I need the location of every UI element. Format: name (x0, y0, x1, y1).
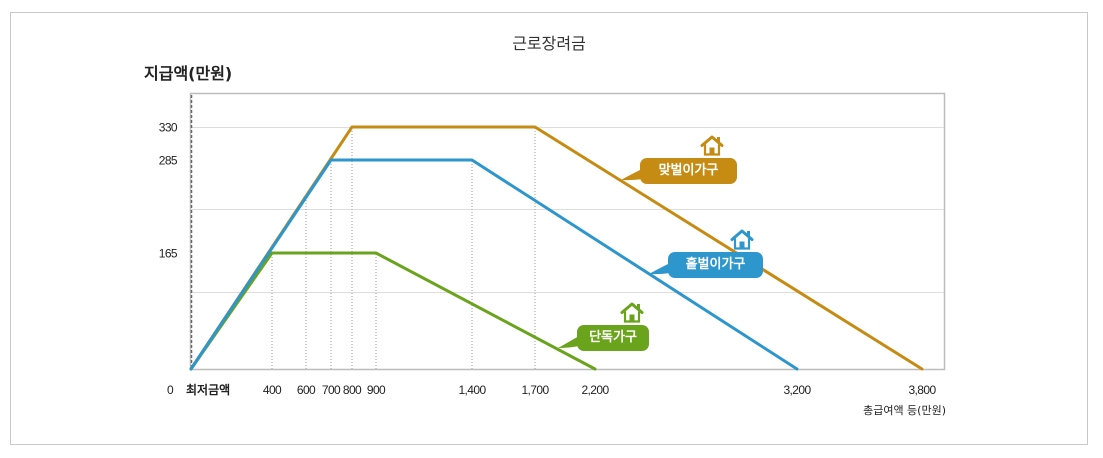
legend-label: 맞벌이가구 (640, 158, 737, 184)
house-icon (620, 302, 644, 323)
x-tick-label: 400 (263, 383, 282, 397)
x-tick-label: 900 (367, 383, 386, 397)
legend-label: 단독가구 (577, 325, 649, 351)
legend-callout-dual-earner-household: 맞벌이가구 (621, 135, 737, 184)
x-tick-label: 2,200 (581, 383, 609, 397)
legend-callout-single-earner-household: 홑벌이가구 (649, 229, 763, 278)
gridlines (191, 127, 944, 293)
legend-callout-single-household: 단독가구 (558, 302, 649, 351)
callout-pointer (621, 169, 642, 181)
chart-frame (10, 12, 1088, 445)
x-tick-label: 800 (343, 383, 362, 397)
chart-title: 근로장려금 (512, 34, 586, 53)
callout-pointer (558, 336, 579, 348)
y-tick-label: 330 (159, 121, 178, 135)
house-icon (700, 135, 724, 156)
plot-frame (189, 92, 946, 371)
house-icon (730, 229, 754, 250)
callout-pointer (649, 263, 670, 275)
x-tick-label: 1,400 (458, 383, 486, 397)
x-tick-label: 3,200 (783, 383, 811, 397)
series-lines (189, 125, 924, 371)
legend-label: 홑벌이가구 (668, 252, 763, 278)
x-axis-title: 총급여액 등(만원) (863, 404, 946, 417)
y-tick-label: 285 (159, 154, 178, 168)
y-axis-title: 지급액(만원) (144, 64, 233, 83)
axis-labels: 400 600 700 800 900 1,400 1,700 2,200 3,200 3,800… (159, 121, 946, 418)
minimum-amount-label: 최저금액 (186, 382, 230, 397)
x-tick-label: 1,700 (521, 383, 549, 397)
x-tick-label: 700 (322, 383, 341, 397)
series-line-single-earner-household (189, 158, 799, 371)
y-tick-label: 165 (159, 247, 178, 261)
origin-label: 0 (167, 383, 174, 397)
x-tick-label: 600 (297, 383, 316, 397)
guide-lines (190, 95, 536, 369)
x-tick-label: 3,800 (908, 383, 936, 397)
